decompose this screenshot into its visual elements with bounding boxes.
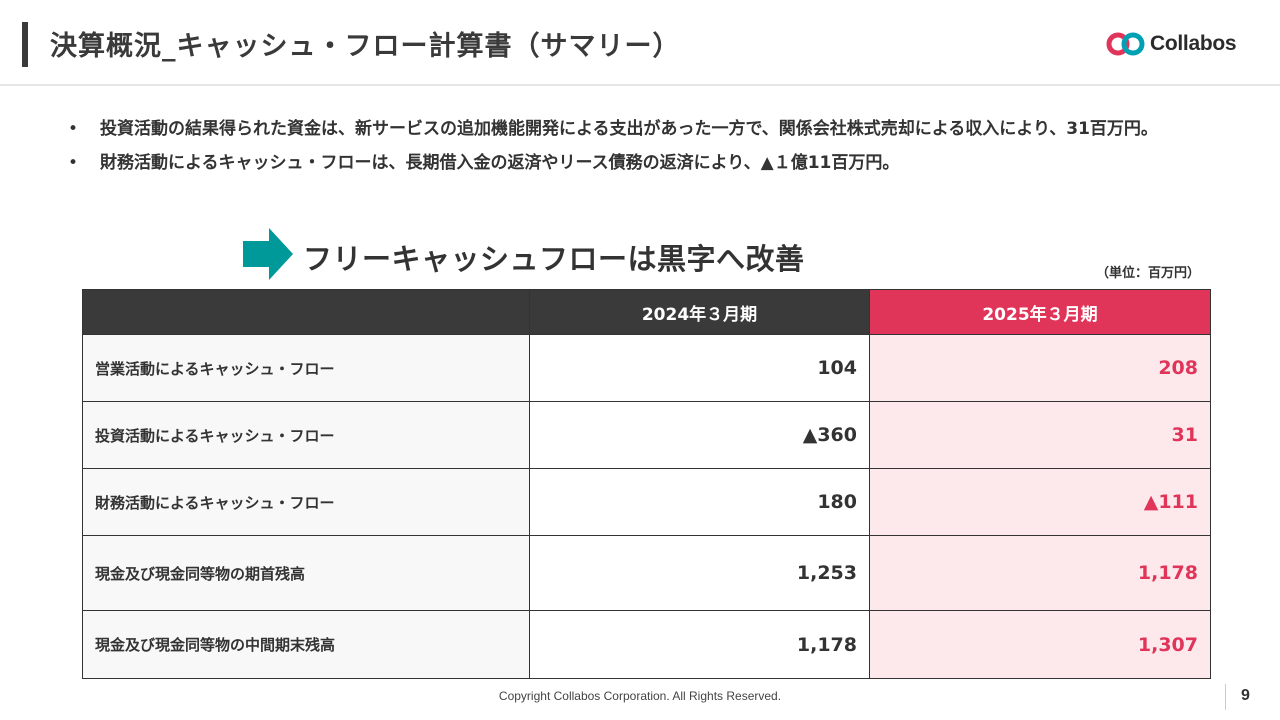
value-fy2025-opening-cash: 1,178 <box>869 535 1211 611</box>
table-row: 投資活動によるキャッシュ・フロー ▲360 31 <box>82 401 1211 469</box>
slide-header: 決算概況_キャッシュ・フロー計算書（サマリー） Collabos <box>0 0 1280 86</box>
right-arrow-icon <box>243 228 293 280</box>
row-label-operating: 営業活動によるキャッシュ・フロー <box>82 334 530 402</box>
column-header-fy2024: 2024年３月期 <box>529 289 870 335</box>
collabos-logo-icon <box>1106 32 1145 56</box>
highlight-message: フリーキャッシュフローは黒字へ改善 <box>303 242 805 276</box>
row-label-investing: 投資活動によるキャッシュ・フロー <box>82 401 530 469</box>
company-logo: Collabos <box>1106 30 1237 58</box>
value-fy2024-operating: 104 <box>529 334 870 402</box>
page-title: 決算概況_キャッシュ・フロー計算書（サマリー） <box>50 31 681 62</box>
table-header-row: 2024年３月期 2025年３月期 <box>82 289 1211 335</box>
bullet-investing: 投資活動の結果得られた資金は、新サービスの追加機能開発による支出があった一方で、… <box>68 112 1218 146</box>
table-row: 現金及び現金同等物の期首残高 1,253 1,178 <box>82 535 1211 611</box>
logo-wordmark: Collabos <box>1150 32 1237 55</box>
value-fy2024-financing: 180 <box>529 468 870 536</box>
footer-divider <box>1225 684 1226 710</box>
table-row: 財務活動によるキャッシュ・フロー 180 ▲111 <box>82 468 1211 536</box>
row-label-financing: 財務活動によるキャッシュ・フロー <box>82 468 530 536</box>
row-label-opening-cash: 現金及び現金同等物の期首残高 <box>82 535 530 611</box>
value-fy2024-closing-cash: 1,178 <box>529 610 870 679</box>
value-fy2025-financing: ▲111 <box>869 468 1211 536</box>
page-number: 9 <box>1241 687 1250 704</box>
bullet-financing: 財務活動によるキャッシュ・フローは、長期借入金の返済やリース債務の返済により、▲… <box>68 146 1218 180</box>
value-fy2025-operating: 208 <box>869 334 1211 402</box>
value-fy2024-investing: ▲360 <box>529 401 870 469</box>
column-header-fy2025: 2025年３月期 <box>869 289 1211 335</box>
value-fy2025-investing: 31 <box>869 401 1211 469</box>
cash-flow-table: 2024年３月期 2025年３月期 営業活動によるキャッシュ・フロー 104 2… <box>82 289 1211 679</box>
table-row: 営業活動によるキャッシュ・フロー 104 208 <box>82 334 1211 402</box>
column-header-item <box>82 289 530 335</box>
value-fy2024-opening-cash: 1,253 <box>529 535 870 611</box>
title-accent-bar <box>22 22 28 67</box>
copyright-notice: Copyright Collabos Corporation. All Righ… <box>498 689 782 703</box>
table-row: 現金及び現金同等物の中間期末残高 1,178 1,307 <box>82 610 1211 679</box>
row-label-closing-cash: 現金及び現金同等物の中間期末残高 <box>82 610 530 679</box>
summary-bullets: 投資活動の結果得られた資金は、新サービスの追加機能開発による支出があった一方で、… <box>68 112 1218 180</box>
unit-label: （単位：百万円） <box>1095 266 1200 281</box>
value-fy2025-closing-cash: 1,307 <box>869 610 1211 679</box>
